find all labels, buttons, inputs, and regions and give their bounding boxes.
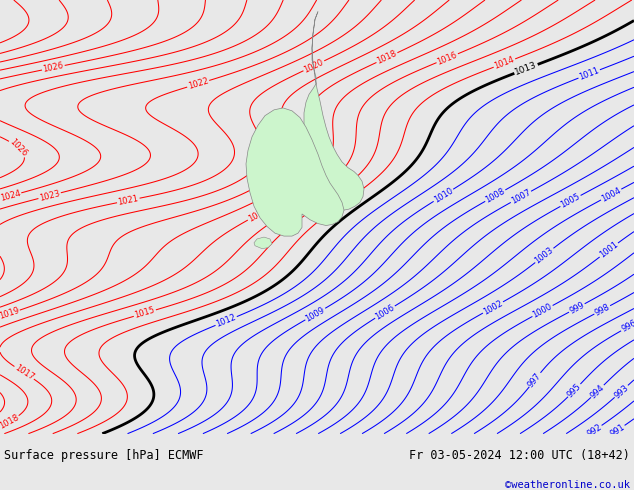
Text: ©weatheronline.co.uk: ©weatheronline.co.uk [505, 480, 630, 490]
Text: 1018: 1018 [0, 413, 20, 431]
Text: 1026: 1026 [42, 61, 65, 74]
Text: 1012: 1012 [215, 313, 238, 329]
Text: 1026: 1026 [8, 137, 29, 158]
Text: 995: 995 [566, 382, 583, 399]
Text: 1019: 1019 [0, 306, 20, 321]
Text: 1014: 1014 [493, 55, 516, 71]
Polygon shape [254, 237, 272, 248]
Text: 1002: 1002 [482, 298, 504, 317]
Text: 992: 992 [585, 422, 604, 439]
Text: 1009: 1009 [304, 305, 327, 323]
Text: 1015: 1015 [134, 306, 156, 320]
Text: 1023: 1023 [38, 189, 61, 203]
Text: 999: 999 [568, 300, 586, 316]
Text: 994: 994 [588, 383, 606, 400]
Text: 1011: 1011 [578, 66, 600, 82]
Text: 1021: 1021 [117, 194, 139, 207]
Text: 1024: 1024 [0, 189, 22, 203]
Polygon shape [304, 12, 364, 210]
Text: Fr 03-05-2024 12:00 UTC (18+42): Fr 03-05-2024 12:00 UTC (18+42) [409, 449, 630, 463]
Text: 1006: 1006 [373, 303, 396, 321]
Text: 991: 991 [608, 422, 626, 439]
Text: 1007: 1007 [510, 188, 533, 206]
Text: 997: 997 [526, 371, 543, 389]
Polygon shape [246, 108, 344, 236]
Text: 1000: 1000 [531, 302, 554, 320]
Text: Surface pressure [hPa] ECMWF: Surface pressure [hPa] ECMWF [4, 449, 204, 463]
Text: 1013: 1013 [514, 61, 538, 77]
Text: 996: 996 [620, 319, 634, 334]
Text: 1022: 1022 [187, 76, 210, 91]
Text: 1020: 1020 [302, 57, 325, 74]
Text: 1017: 1017 [247, 205, 269, 223]
Text: 1018: 1018 [375, 49, 398, 66]
Text: 1004: 1004 [600, 186, 623, 203]
Text: 1017: 1017 [13, 363, 36, 382]
Text: 1010: 1010 [432, 186, 455, 205]
Text: 1008: 1008 [484, 187, 507, 205]
Text: 1005: 1005 [559, 192, 582, 210]
Text: 993: 993 [612, 383, 630, 400]
Text: 1016: 1016 [436, 50, 459, 67]
Text: 998: 998 [593, 302, 611, 318]
Text: 1003: 1003 [533, 245, 555, 266]
Text: 1001: 1001 [598, 240, 620, 260]
